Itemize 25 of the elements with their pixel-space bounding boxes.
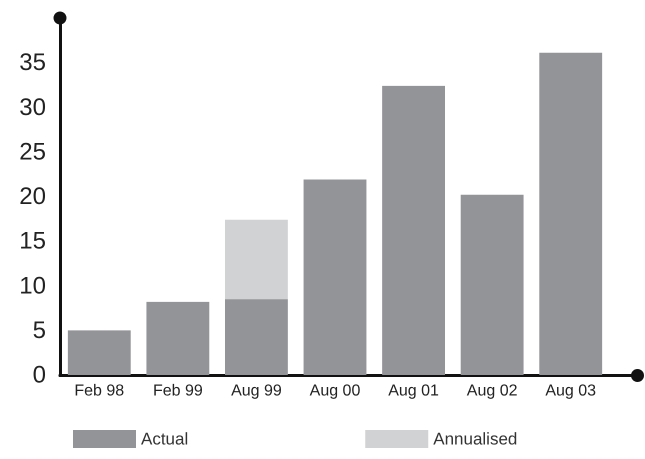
- y-tick-label: 15: [19, 228, 46, 255]
- y-tick-label: 20: [19, 183, 46, 210]
- bar: [539, 52, 602, 375]
- y-tick-label: 25: [19, 138, 46, 166]
- x-tick-label: Feb 99: [152, 382, 203, 400]
- bar: [68, 330, 131, 375]
- bar: [225, 220, 288, 300]
- y-tick-label: 0: [32, 362, 46, 388]
- legend-label: Actual: [141, 430, 188, 448]
- x-tick-label: Aug 02: [466, 382, 518, 400]
- y-tick-label: 10: [19, 272, 46, 300]
- bar: [460, 194, 524, 375]
- bar: [146, 302, 210, 375]
- x-tick-label: Feb 98: [74, 382, 124, 400]
- y-tick-label: 5: [32, 316, 46, 344]
- bar: [304, 180, 366, 375]
- legend-label: Annualised: [433, 430, 518, 448]
- x-tick-label: Aug 99: [231, 382, 282, 400]
- y-tick-label: 30: [19, 94, 46, 121]
- x-tick-label: Aug 03: [545, 382, 596, 400]
- bar: [225, 299, 288, 375]
- bar: [382, 86, 445, 375]
- y-tick-label: 35: [19, 49, 46, 76]
- x-tick-label: Aug 00: [310, 382, 360, 400]
- x-tick-label: Aug 01: [388, 382, 440, 400]
